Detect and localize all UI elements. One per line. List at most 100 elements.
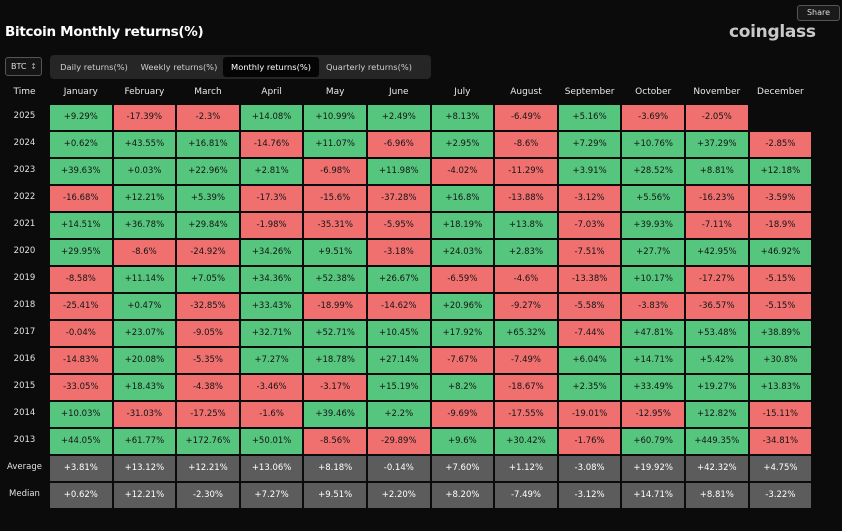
return-cell: +52.71% [304, 321, 366, 346]
return-cell: +9.6% [431, 429, 494, 454]
return-cell: -3.69% [622, 105, 684, 130]
summary-cell: +2.20% [368, 483, 430, 508]
return-cell: +13.8% [495, 213, 557, 238]
row-label: 2019 [13, 273, 36, 283]
return-cell: +39.46% [304, 402, 366, 427]
return-cell: -13.38% [558, 267, 621, 292]
return-cell: -14.83% [50, 348, 112, 373]
title: Bitcoin Monthly returns(%) [5, 24, 204, 40]
return-cell: -7.44% [558, 321, 621, 346]
return-cell: +8.81% [686, 159, 748, 184]
return-cell: +8.2% [431, 375, 494, 400]
return-cell: -3.59% [749, 186, 812, 211]
tab[interactable]: Monthly returns(%) [223, 57, 319, 77]
return-cell: +5.56% [622, 186, 684, 211]
column-header: August [510, 87, 542, 97]
summary-cell: +14.71% [622, 483, 684, 508]
return-cell: +12.18% [749, 159, 812, 184]
return-cell: +33.43% [240, 294, 303, 319]
return-cell: -2.85% [749, 132, 812, 157]
return-cell: +32.71% [240, 321, 303, 346]
return-cell: +7.05% [177, 267, 239, 292]
summary-cell: +0.62% [50, 483, 112, 508]
return-cell: +14.51% [50, 213, 112, 238]
return-cell: -11.29% [495, 159, 557, 184]
tab[interactable]: Weekly returns(%) [140, 62, 218, 72]
return-cell: +33.49% [622, 375, 684, 400]
column-header: May [325, 87, 345, 97]
column-header: April [261, 87, 282, 97]
return-cell: -8.6% [113, 240, 176, 265]
return-cell: +5.39% [177, 186, 239, 211]
return-cell: -7.51% [558, 240, 621, 265]
summary-cell: -0.14% [368, 456, 430, 481]
return-cell: -18.99% [304, 294, 366, 319]
row-label: 2017 [13, 327, 36, 337]
return-cell: +15.19% [368, 375, 430, 400]
return-cell: +11.07% [304, 132, 366, 157]
return-cell: +17.92% [431, 321, 494, 346]
return-cell: +22.96% [177, 159, 239, 184]
return-cell: +24.03% [431, 240, 494, 265]
return-cell: +11.14% [113, 267, 176, 292]
return-cell: +27.14% [368, 348, 430, 373]
return-cell: -3.83% [622, 294, 684, 319]
row-label: 2024 [13, 138, 36, 148]
return-cell: -5.95% [368, 213, 430, 238]
return-cell: +16.8% [431, 186, 494, 211]
return-cell: -3.18% [368, 240, 430, 265]
return-cell: +3.91% [558, 159, 621, 184]
summary-cell: +8.18% [304, 456, 366, 481]
return-cell: +2.49% [368, 105, 430, 130]
summary-cell: +8.81% [686, 483, 748, 508]
return-cell: -7.11% [686, 213, 748, 238]
return-cell: -2.05% [686, 105, 748, 130]
return-cell: +42.95% [686, 240, 748, 265]
return-cell: +30.42% [495, 429, 557, 454]
return-cell: +18.19% [431, 213, 494, 238]
return-cell: -17.3% [240, 186, 303, 211]
return-cell: -8.58% [50, 267, 112, 292]
return-cell: -15.6% [304, 186, 366, 211]
row-label: 2015 [13, 381, 36, 391]
return-cell: -1.6% [240, 402, 303, 427]
return-cell: +449.35% [686, 429, 748, 454]
return-cell: +14.08% [240, 105, 303, 130]
tab[interactable]: Quarterly returns(%) [326, 62, 412, 72]
return-cell: +16.81% [177, 132, 239, 157]
return-cell: -18.67% [495, 375, 557, 400]
return-cell: -16.68% [50, 186, 112, 211]
return-cell: -3.12% [558, 186, 621, 211]
return-cell: -24.92% [177, 240, 239, 265]
tab[interactable]: Daily returns(%) [60, 62, 128, 72]
summary-cell: -7.49% [495, 483, 557, 508]
return-cell: +9.29% [50, 105, 112, 130]
return-cell: -5.15% [749, 267, 812, 292]
summary-cell: +1.12% [495, 456, 557, 481]
share-button[interactable]: Share [797, 5, 840, 21]
return-cell: -1.98% [240, 213, 303, 238]
summary-cell: -2.30% [177, 483, 239, 508]
row-label: 2013 [13, 435, 36, 445]
return-cell: +19.27% [686, 375, 748, 400]
return-cell: +20.08% [113, 348, 176, 373]
return-cell: +5.16% [558, 105, 621, 130]
return-cell: -6.98% [304, 159, 366, 184]
summary-cell: -3.22% [749, 483, 812, 508]
return-cell: -14.62% [368, 294, 430, 319]
return-cell: -17.39% [113, 105, 176, 130]
summary-cell: +12.21% [177, 456, 239, 481]
summary-cell: +13.06% [240, 456, 303, 481]
symbol-select[interactable]: BTC [5, 57, 42, 76]
return-cell: +26.67% [368, 267, 430, 292]
return-cell: +36.78% [113, 213, 176, 238]
return-cell: -4.02% [431, 159, 494, 184]
return-cell: -17.27% [686, 267, 748, 292]
return-cell: -5.58% [558, 294, 621, 319]
return-cell: +61.77% [113, 429, 176, 454]
row-label: Average [7, 462, 42, 472]
return-cell: +5.42% [686, 348, 748, 373]
return-cell: +2.81% [240, 159, 303, 184]
column-header: Time [13, 87, 36, 97]
